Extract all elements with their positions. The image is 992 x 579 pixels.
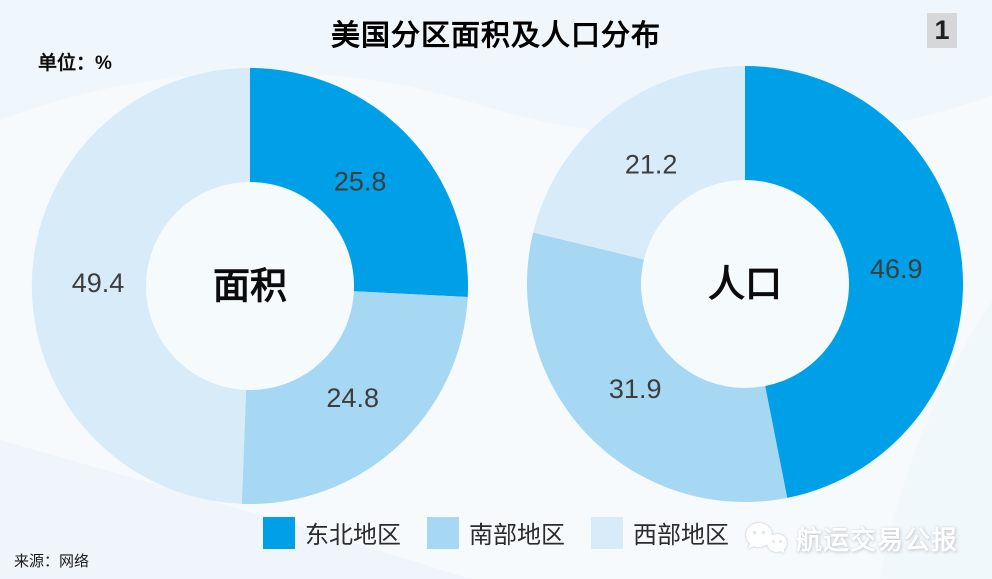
watermark-text: 航运交易公报 <box>795 524 958 555</box>
page-number-badge: 1 <box>927 13 957 48</box>
legend-item-west: 西部地区 <box>591 515 729 550</box>
donut-center-label: 面积 <box>213 266 287 307</box>
donut-hole <box>641 180 849 388</box>
donut-hole <box>146 182 354 390</box>
legend-swatch-south <box>427 516 459 549</box>
legend-label-northeast: 东北地区 <box>305 522 401 549</box>
legend-label-west: 西部地区 <box>633 522 729 549</box>
slice-value-label: 21.2 <box>625 150 678 180</box>
slice-value-label: 24.8 <box>326 383 379 413</box>
slice-value-label: 46.9 <box>870 254 923 284</box>
legend-item-south: 南部地区 <box>427 515 565 550</box>
source-note: 来源：网络 <box>14 552 90 570</box>
donut-chart-area: 面积 25.8 24.8 49.4 <box>31 67 468 505</box>
unit-label: 单位：% <box>38 53 112 74</box>
page-title: 美国分区面积及人口分布 <box>330 20 661 52</box>
legend-label-south: 南部地区 <box>469 522 565 549</box>
slice-value-label: 49.4 <box>72 268 125 298</box>
donut-chart-population: 人口 46.9 31.9 21.2 <box>526 65 964 503</box>
donut-center-label: 人口 <box>708 264 782 305</box>
chart-legend: 东北地区 南部地区 西部地区 <box>263 515 729 550</box>
watermark: 航运交易公报 <box>742 519 958 557</box>
legend-swatch-west <box>591 516 623 549</box>
donut-slice-0 <box>745 66 964 498</box>
slice-value-label: 25.8 <box>334 166 387 196</box>
wechat-logo-icon <box>745 523 787 554</box>
legend-swatch-northeast <box>263 516 295 549</box>
legend-item-northeast: 东北地区 <box>263 515 401 550</box>
donut-slice-2 <box>31 67 250 504</box>
slice-value-label: 31.9 <box>609 374 662 404</box>
